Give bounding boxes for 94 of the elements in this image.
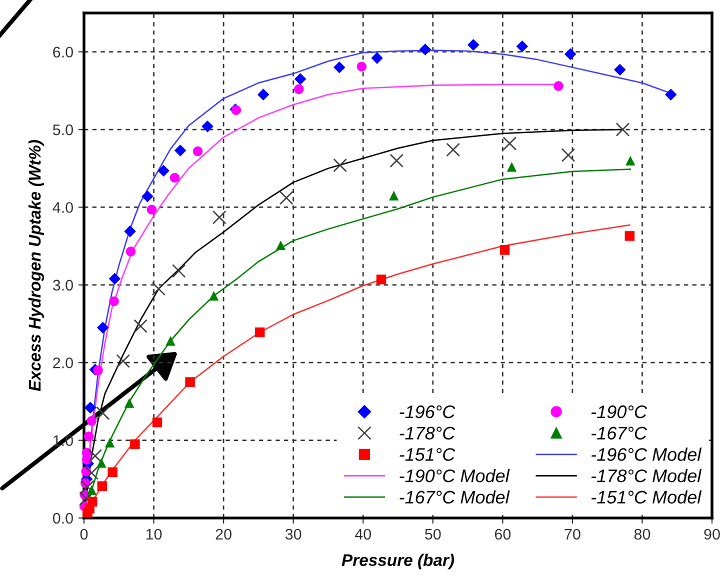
point <box>371 52 383 64</box>
point <box>80 480 94 494</box>
legend-label: -178°C <box>400 426 456 440</box>
point <box>294 73 306 85</box>
point <box>506 162 517 172</box>
point <box>166 336 176 346</box>
point <box>516 40 528 52</box>
x-tick-label: 10 <box>146 528 162 540</box>
x-tick-label: 40 <box>354 528 372 540</box>
point <box>564 48 576 60</box>
point <box>664 88 677 100</box>
y-tick-label: 4.0 <box>52 202 73 213</box>
point <box>84 466 99 480</box>
point <box>152 282 166 296</box>
x-tick-label: 80 <box>634 528 650 540</box>
point <box>124 398 134 408</box>
x-tick-label: 0 <box>80 528 88 540</box>
point <box>108 467 118 478</box>
legend-label: -167°C Model <box>400 490 510 504</box>
y-tick-label: 6.0 <box>53 46 73 58</box>
point <box>146 204 157 214</box>
y-tick-label: 5.0 <box>52 124 73 136</box>
y-tick-label: 3.0 <box>52 280 73 291</box>
point <box>419 44 432 56</box>
point <box>467 38 480 51</box>
point <box>108 272 121 285</box>
x-tick-label: 70 <box>564 528 580 540</box>
x-tick-label: 60 <box>494 528 511 540</box>
point <box>104 438 115 448</box>
point <box>88 496 98 507</box>
point <box>126 246 136 256</box>
point <box>376 274 386 284</box>
point <box>212 210 226 224</box>
x-tick-label: 50 <box>425 528 441 540</box>
point <box>86 416 97 426</box>
point <box>192 146 203 156</box>
legend-label: -167°C <box>592 426 648 440</box>
point <box>84 402 96 414</box>
point <box>96 322 109 334</box>
point <box>82 448 92 458</box>
point <box>152 418 162 428</box>
y-tick-label: 0.0 <box>52 512 73 524</box>
legend-label: -190°C <box>592 405 648 418</box>
point <box>356 62 367 72</box>
point <box>116 354 130 368</box>
x-tick-label: 20 <box>216 528 232 540</box>
point <box>97 481 108 492</box>
legend-label: -151°C <box>400 448 456 461</box>
y-tick-label: 2.0 <box>53 357 73 368</box>
point <box>624 231 635 241</box>
x-tick-label: 30 <box>285 528 302 540</box>
point <box>294 84 304 94</box>
point <box>257 88 270 100</box>
point <box>84 432 94 442</box>
point <box>134 319 148 334</box>
point <box>500 245 510 255</box>
point <box>96 406 110 420</box>
point <box>124 225 136 238</box>
point <box>561 148 576 162</box>
legend-label: -178°C Model <box>592 468 702 482</box>
point <box>446 142 460 157</box>
point <box>279 190 294 205</box>
point <box>208 290 219 301</box>
point <box>142 190 154 202</box>
point <box>626 156 636 166</box>
point <box>333 158 348 172</box>
point <box>276 240 286 250</box>
point <box>502 136 517 150</box>
point <box>96 458 106 468</box>
x-tick-label: 90 <box>704 528 720 540</box>
legend-label: -196°C Model <box>592 448 702 461</box>
legend-label: -196°C <box>400 405 456 418</box>
point <box>388 190 399 200</box>
point <box>86 485 97 495</box>
x-axis-title: Pressure (bar) <box>342 554 454 570</box>
point <box>172 264 186 278</box>
point <box>174 144 186 156</box>
point <box>254 327 265 338</box>
point <box>170 172 180 183</box>
point <box>130 439 140 450</box>
point <box>93 366 103 376</box>
point <box>554 81 564 91</box>
y-axis-title: Excess Hydrogen Uptake (Wt%) <box>28 140 44 392</box>
point <box>185 377 195 387</box>
point <box>333 61 346 74</box>
point <box>616 122 630 136</box>
point <box>158 164 170 177</box>
point <box>109 296 119 306</box>
point <box>88 448 102 463</box>
point <box>202 120 214 132</box>
legend-label: -190°C Model <box>400 468 510 482</box>
point <box>614 64 626 76</box>
legend-label: -151°C Model <box>592 490 702 504</box>
point <box>390 154 404 168</box>
